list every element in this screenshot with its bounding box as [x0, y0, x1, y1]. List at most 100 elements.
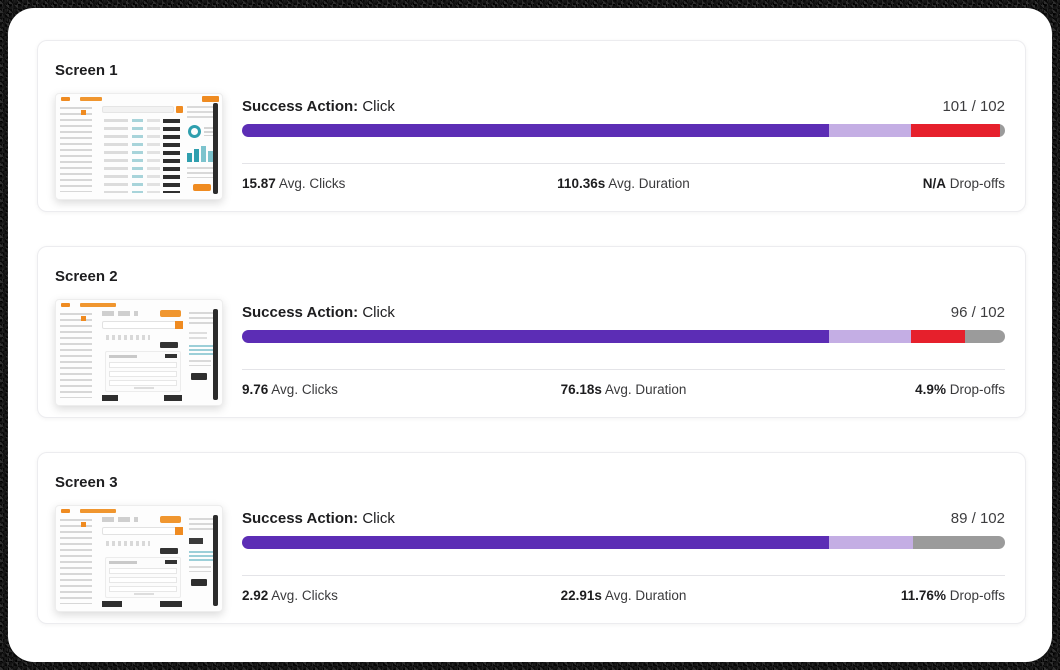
mini-form-input: [109, 362, 177, 368]
progress-segment-gray: [913, 536, 1005, 549]
mini-teal-links: [189, 345, 215, 355]
progress-segment-purple_light: [828, 124, 912, 137]
stat-label: Avg. Duration: [608, 176, 690, 191]
mini-right-panel: [189, 518, 215, 606]
mini-sidebar: [60, 107, 92, 192]
mini-section-heading: [106, 541, 150, 546]
progress-segment-gray: [965, 330, 1005, 343]
mini-breadcrumb: [102, 311, 138, 316]
screen-card-1: Screen 1: [37, 40, 1026, 212]
mini-teal-links: [189, 551, 215, 561]
success-action-value: Click: [362, 98, 395, 115]
mini-next-button: [164, 395, 182, 401]
stat-drop-offs: N/A Drop-offs: [923, 175, 1005, 192]
mini-form-heading: [109, 561, 137, 564]
mini-scrollbar: [213, 309, 218, 400]
mini-primary-button: [202, 96, 219, 102]
screen-thumbnail[interactable]: [55, 299, 223, 406]
mini-search-button: [176, 106, 183, 113]
mini-form-footer: [134, 387, 154, 389]
mini-bar: [187, 153, 192, 162]
mini-form-input: [109, 577, 177, 583]
progress-segment-red: [911, 124, 1000, 137]
stat-label: Avg. Clicks: [271, 588, 338, 603]
success-action-value: Click: [362, 510, 395, 527]
mini-text-lines: [189, 312, 215, 327]
mini-form-input: [109, 380, 177, 386]
stat-drop-offs: 4.9% Drop-offs: [915, 381, 1005, 398]
mini-legend-lines: [204, 127, 213, 136]
divider: [242, 369, 1005, 370]
mini-scrollbar: [213, 515, 218, 606]
card-header-row: Success Action: Click 89 / 102: [242, 509, 1005, 529]
mini-text-lines: [187, 167, 214, 178]
stats-row: 9.76 Avg. Clicks 76.18s Avg. Duration 4.…: [242, 381, 1005, 398]
stats-row: 15.87 Avg. Clicks 110.36s Avg. Duration …: [242, 175, 1005, 192]
success-action-text: Success Action: Click: [242, 303, 395, 323]
card-left-column: Screen 3: [55, 471, 223, 612]
success-action-label: Success Action:: [242, 304, 359, 321]
mini-sidebar: [60, 313, 92, 398]
mini-search-bar: [102, 527, 183, 535]
mini-bold-text: [189, 538, 203, 544]
mini-bar-chart: [187, 146, 213, 162]
screen-card-3: Screen 3: [37, 452, 1026, 624]
mini-dark-button: [160, 342, 178, 348]
mini-bar: [201, 146, 206, 162]
screen-title: Screen 2: [55, 268, 118, 285]
mini-bar: [208, 151, 213, 162]
mini-form-footer: [134, 593, 154, 595]
mini-dark-button: [191, 373, 207, 380]
stat-label: Drop-offs: [949, 176, 1005, 191]
mini-next-button: [160, 601, 182, 607]
mini-table-text-column: [104, 119, 128, 193]
success-action-text: Success Action: Click: [242, 509, 395, 529]
progress-bar: [242, 536, 1005, 549]
stat-label: Drop-offs: [949, 588, 1005, 603]
mini-form-input: [109, 371, 177, 377]
stat-value: 4.9%: [915, 382, 946, 397]
success-action-value: Click: [362, 304, 395, 321]
progress-bar: [242, 330, 1005, 343]
mini-form-button: [165, 354, 177, 358]
progress-segment-gray: [999, 124, 1005, 137]
mini-breadcrumb: [102, 517, 138, 522]
card-left-column: Screen 1: [55, 59, 223, 200]
screen-title: Screen 1: [55, 62, 118, 79]
mini-table: [102, 119, 183, 193]
screen-thumbnail[interactable]: [55, 505, 223, 612]
mini-text-lines: [189, 518, 215, 533]
mini-dark-button: [160, 548, 178, 554]
progress-segment-red: [911, 330, 966, 343]
mini-primary-button: [160, 516, 181, 523]
success-action-label: Success Action:: [242, 510, 359, 527]
mini-scrollbar: [213, 103, 218, 194]
card-header-row: Success Action: Click 96 / 102: [242, 303, 1005, 323]
success-action-label: Success Action:: [242, 98, 359, 115]
mini-logo: [61, 97, 70, 101]
stat-label: Drop-offs: [949, 382, 1005, 397]
completion-count: 101 / 102: [942, 98, 1005, 115]
stat-label: Avg. Duration: [604, 382, 687, 397]
stat-label: Avg. Clicks: [278, 176, 346, 191]
stat-value: 76.18s: [560, 382, 602, 397]
mini-text-lines: [187, 106, 214, 119]
progress-segment-purple_light: [828, 330, 912, 343]
mini-form-panel: [105, 351, 181, 392]
stat-value: 11.76%: [900, 588, 946, 603]
screen-thumbnail[interactable]: [55, 93, 223, 200]
divider: [242, 575, 1005, 576]
mini-table-chip-column: [132, 119, 143, 193]
mini-logo: [61, 303, 70, 307]
completion-count: 96 / 102: [950, 304, 1005, 321]
stat-avg-clicks: 15.87 Avg. Clicks: [242, 175, 345, 192]
card-right-column: Success Action: Click 89 / 102 2.92 Avg.…: [242, 471, 1005, 608]
stats-row: 2.92 Avg. Clicks 22.91s Avg. Duration 11…: [242, 587, 1005, 604]
progress-segment-purple: [242, 330, 829, 343]
mini-sidebar-badge: [81, 110, 86, 115]
success-action-text: Success Action: Click: [242, 97, 395, 117]
stat-avg-duration: 22.91s Avg. Duration: [561, 587, 687, 604]
progress-bar: [242, 124, 1005, 137]
mini-table-button-column: [163, 119, 180, 193]
stat-label: Avg. Duration: [604, 588, 687, 603]
